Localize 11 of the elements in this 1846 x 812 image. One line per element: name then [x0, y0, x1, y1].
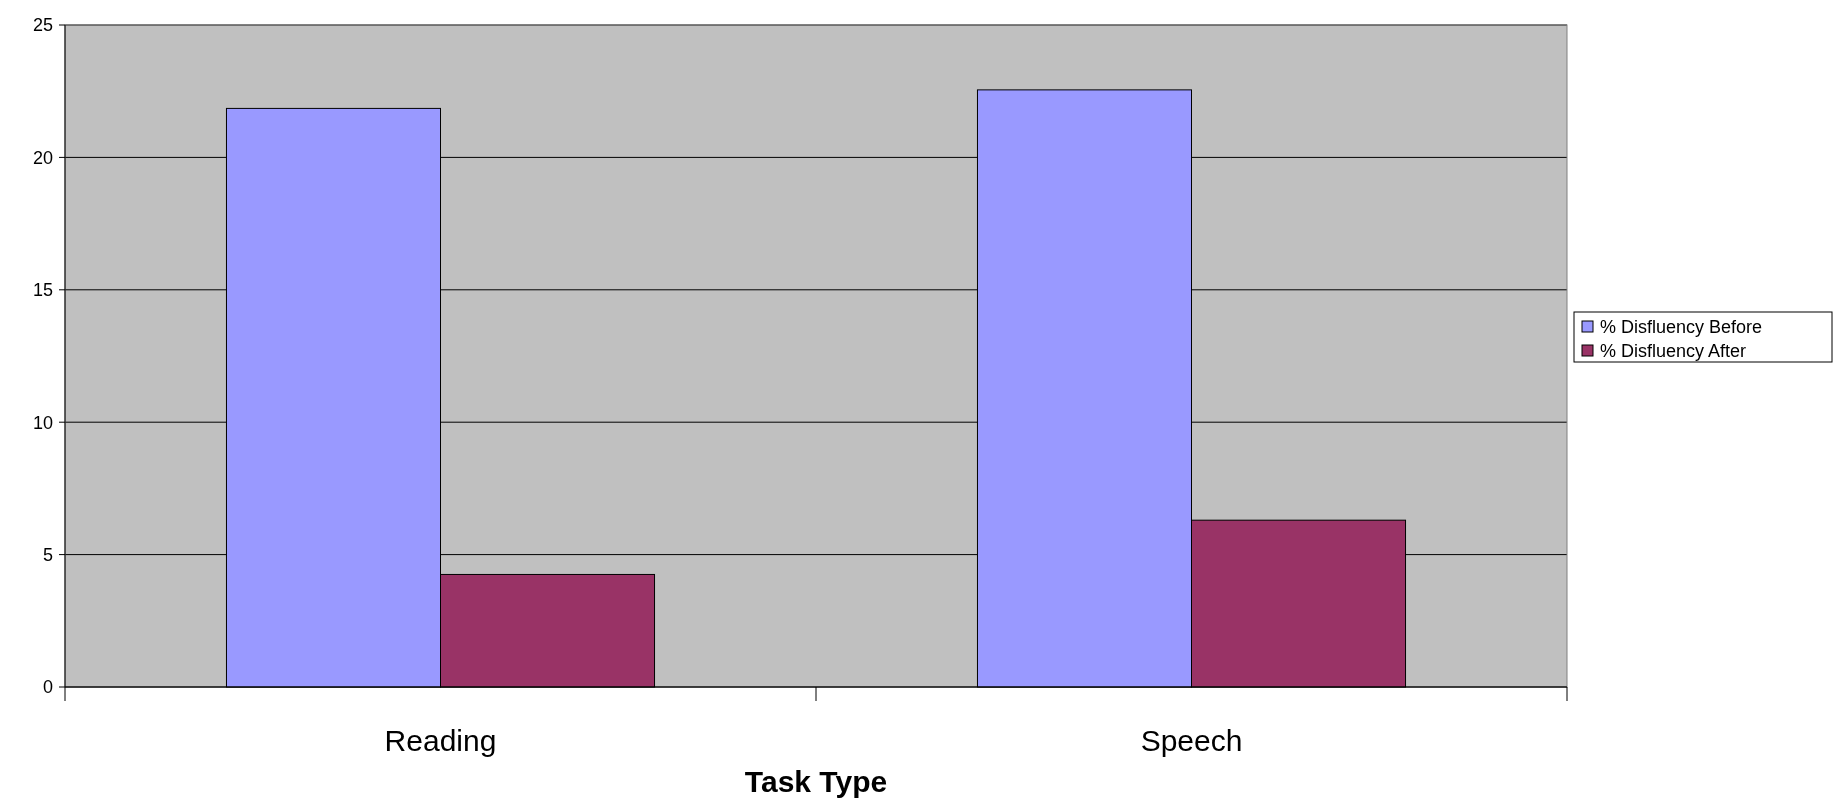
legend-label: % Disfluency Before: [1600, 317, 1763, 338]
x-tick-label: Reading: [384, 724, 497, 757]
y-tick-label: 20: [32, 147, 53, 168]
x-tick-label: Speech: [1140, 724, 1243, 757]
y-tick-label: 5: [42, 544, 53, 565]
x-axis-title: Task Type: [744, 765, 888, 798]
legend-label: % Disfluency After: [1600, 341, 1747, 362]
y-tick-label: 25: [32, 15, 53, 36]
y-tick-label: 10: [32, 412, 53, 433]
y-tick-label: 0: [42, 677, 53, 698]
y-tick-label: 15: [32, 280, 53, 301]
